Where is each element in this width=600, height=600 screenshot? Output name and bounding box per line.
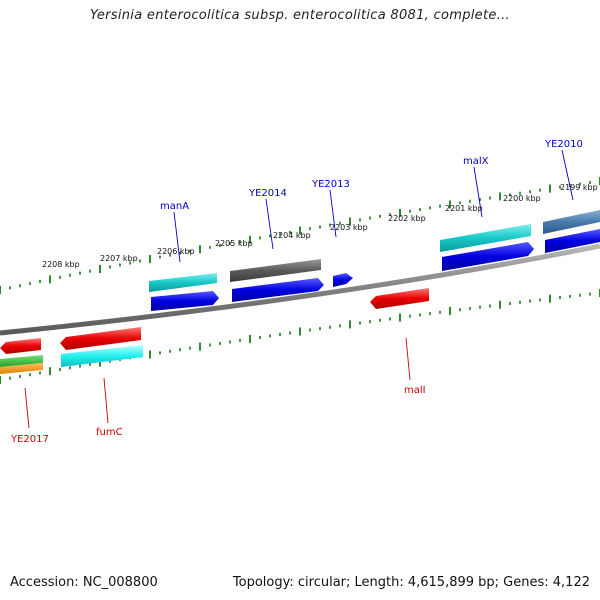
tick-label-2208: 2208 kbp bbox=[42, 260, 80, 269]
gene-label-YE2010[interactable]: YE2010 bbox=[544, 139, 583, 150]
tick-label-2204: 2204 kbp bbox=[273, 231, 311, 240]
tick-track-inner bbox=[0, 289, 600, 384]
gene-label-YE2017[interactable]: YE2017 bbox=[10, 434, 49, 445]
leader-line-YE2014 bbox=[265, 198, 274, 250]
gene-feature-YE2014-blue[interactable] bbox=[232, 278, 324, 302]
leader-lines bbox=[24, 149, 574, 429]
gene-feature-YE2017-red[interactable] bbox=[0, 338, 41, 354]
tick-label-2203: 2203 kbp bbox=[330, 223, 368, 232]
forward-strand-genes bbox=[149, 210, 600, 311]
tick-label-2199: 2199 kbp bbox=[560, 183, 598, 192]
leader-line-manA bbox=[173, 211, 181, 263]
leader-line-YE2010 bbox=[561, 149, 574, 201]
gene-feature-fumC-red[interactable] bbox=[60, 327, 141, 350]
leader-line-YE2017 bbox=[24, 387, 30, 429]
map-title: Yersinia enterocolitica subsp. enterocol… bbox=[90, 8, 510, 23]
gene-feature-malI-red[interactable] bbox=[370, 288, 429, 309]
gene-feature-YE2014-gray[interactable] bbox=[230, 259, 321, 282]
gene-feature-manA-cyan[interactable] bbox=[149, 273, 217, 292]
gene-feature-YE2010-blue[interactable] bbox=[545, 229, 600, 253]
leader-line-malI bbox=[405, 337, 411, 381]
leader-line-malX bbox=[473, 166, 483, 218]
gene-feature-YE2017-orange[interactable] bbox=[0, 363, 43, 374]
gene-feature-YE2010-steel[interactable] bbox=[543, 210, 600, 234]
tick-label-2201: 2201 kbp bbox=[445, 204, 483, 213]
gene-label-YE2013[interactable]: YE2013 bbox=[311, 179, 350, 190]
tick-label-2200: 2200 kbp bbox=[503, 194, 541, 203]
gene-feature-malX-blue[interactable] bbox=[442, 242, 534, 271]
gene-label-malX[interactable]: malX bbox=[463, 156, 489, 167]
tick-label-2205: 2205 kbp bbox=[215, 239, 253, 248]
gene-label-YE2014[interactable]: YE2014 bbox=[248, 188, 287, 199]
leader-line-fumC bbox=[103, 377, 109, 424]
gene-feature-YE2013-blue[interactable] bbox=[333, 273, 353, 287]
tick-label-2207: 2207 kbp bbox=[100, 254, 138, 263]
gene-label-fumC[interactable]: fumC bbox=[96, 427, 123, 438]
topology-summary: Topology: circular; Length: 4,615,899 bp… bbox=[232, 575, 590, 590]
tick-track-outer bbox=[0, 177, 600, 294]
tick-label-2202: 2202 kbp bbox=[388, 214, 426, 223]
tick-labels: 2208 kbp 2207 kbp 2206 kbp 2205 kbp 2204… bbox=[42, 183, 598, 269]
tick-label-2206: 2206 kbp bbox=[157, 247, 195, 256]
gene-feature-manA-blue[interactable] bbox=[151, 291, 219, 311]
leader-line-YE2013 bbox=[329, 189, 337, 238]
gene-feature-malX-cyan[interactable] bbox=[440, 224, 531, 252]
reverse-strand-genes bbox=[0, 288, 429, 374]
gene-labels: manA YE2014 YE2013 malX YE2010 YE2017 fu… bbox=[10, 139, 583, 445]
accession-text: Accession: NC_008800 bbox=[10, 575, 158, 590]
gene-label-manA[interactable]: manA bbox=[160, 201, 189, 212]
gene-label-malI[interactable]: malI bbox=[404, 385, 426, 396]
genome-backbone bbox=[0, 243, 600, 336]
gene-feature-fumC-cyan[interactable] bbox=[61, 345, 143, 367]
